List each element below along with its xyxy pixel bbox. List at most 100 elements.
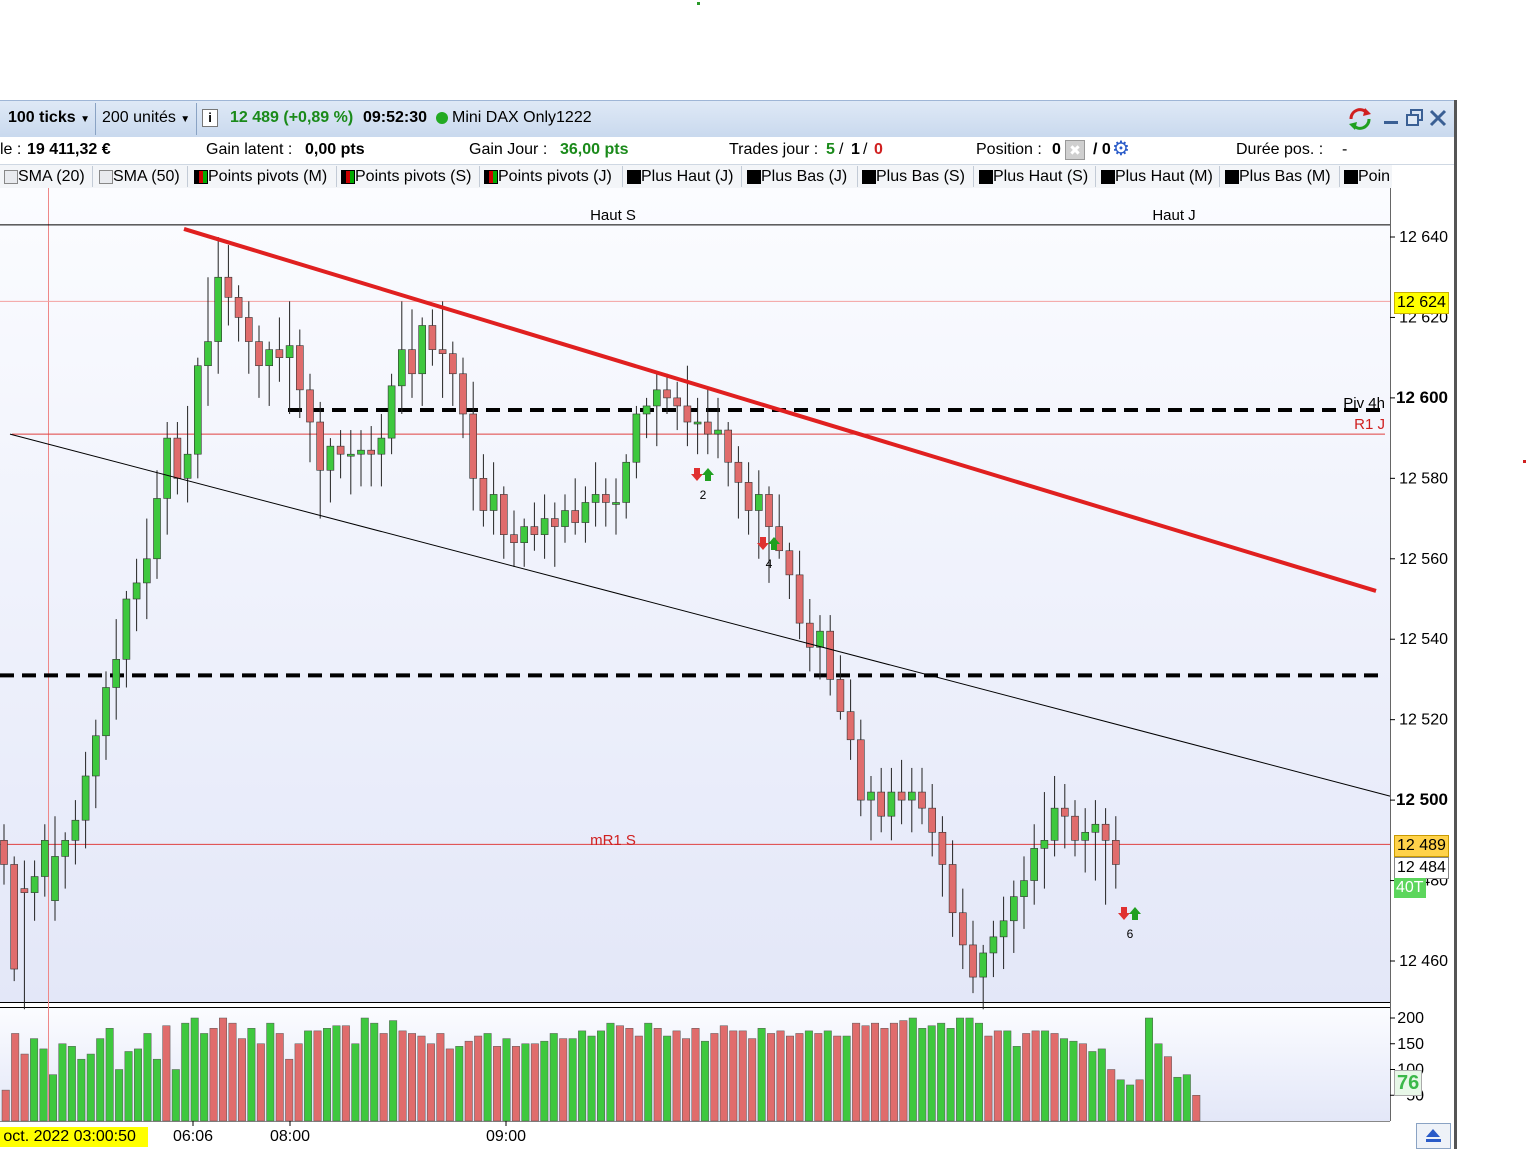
price-axis-label: 12 520 — [1399, 712, 1448, 729]
signal-marker[interactable]: 4 — [757, 537, 780, 571]
info-icon[interactable]: i — [202, 109, 218, 127]
account-info-bar: le : 19 411,32 € Gain latent : 0,00 pts … — [0, 137, 1456, 165]
signal-label: 6 — [1127, 927, 1134, 941]
candle-body-up — [540, 518, 549, 535]
candle-body-down — [856, 739, 865, 801]
candle — [540, 494, 549, 559]
volume-bar — [417, 1035, 426, 1122]
candle-body-up — [652, 389, 661, 407]
volume-bar — [171, 1069, 180, 1122]
close-position-icon[interactable]: ✖ — [1065, 140, 1085, 160]
indicator-label: Plus Bas (S) — [876, 168, 965, 185]
time-axis-label: 08:00 — [270, 1128, 310, 1145]
candle-body-down — [479, 478, 488, 511]
units-select[interactable]: 200 unités ▼ — [98, 105, 194, 131]
scroll-to-end-button[interactable] — [1416, 1123, 1451, 1149]
volume-bar — [200, 1033, 209, 1122]
candle-body-up — [642, 405, 651, 415]
candle-body-down — [173, 437, 182, 479]
volume-bar — [786, 1035, 794, 1122]
volume-bar — [455, 1046, 464, 1122]
close-icon[interactable] — [1429, 109, 1447, 127]
candle — [1030, 824, 1038, 905]
indicator-plus-haut-j[interactable]: Plus Haut (J) — [625, 166, 742, 187]
candle-body-down — [877, 791, 886, 817]
chart-toolbar: 100 ticks ▼ 200 unités ▼ i 12 489 (+0,89… — [0, 100, 1456, 138]
price-axis-label: 12 580 — [1399, 470, 1448, 487]
clock-time: 09:52:30 — [363, 109, 428, 126]
volume-bar — [228, 1022, 237, 1122]
candle-body-up — [591, 494, 600, 503]
volume-bar — [927, 1025, 936, 1122]
volume-bar — [682, 1038, 691, 1122]
candle-body-down — [1112, 840, 1120, 865]
candle-body-down — [306, 389, 314, 423]
indicator-pivots-m[interactable]: Points pivots (M) — [192, 166, 337, 187]
candle — [265, 341, 274, 406]
candle-body-up — [346, 453, 355, 457]
candle-body-up — [581, 502, 590, 523]
volume-bar — [1154, 1043, 1163, 1122]
candle-body-up — [61, 840, 70, 857]
candle-body-down — [336, 445, 345, 455]
signal-marker[interactable]: 6 — [1118, 907, 1141, 941]
candle — [979, 944, 988, 1010]
price-panel-background — [0, 188, 1390, 1002]
refresh-icon[interactable] — [1347, 106, 1373, 132]
gear-icon[interactable]: ⚙ — [1112, 138, 1130, 160]
candle-body-down — [928, 807, 937, 833]
candle — [877, 767, 886, 833]
candle-body-up — [285, 345, 294, 358]
volume-bar — [493, 1046, 502, 1122]
indicator-plus-bas-m[interactable]: Plus Bas (M) — [1223, 166, 1340, 187]
volume-bar — [729, 1030, 738, 1122]
candle-body-down — [826, 630, 835, 680]
volume-bar — [908, 1017, 917, 1122]
candle-body-up — [132, 582, 141, 600]
up-arrow-icon — [1426, 1129, 1441, 1142]
indicator-pivots-s[interactable]: Points pivots (S) — [339, 166, 480, 187]
indicator-pivots-j[interactable]: Points pivots (J) — [482, 166, 623, 187]
volume-bar — [578, 1030, 587, 1122]
candle — [346, 430, 355, 495]
trades-even: 0 — [874, 141, 883, 158]
indicator-label: Points pivots (J) — [498, 168, 612, 185]
ticks-select[interactable]: 100 ticks ▼ — [4, 105, 94, 131]
candle — [642, 397, 651, 439]
candle — [428, 309, 437, 366]
candle-body-down — [10, 864, 18, 970]
candle — [744, 462, 753, 535]
volume-bar — [389, 1020, 398, 1122]
volume-bar — [502, 1038, 511, 1122]
candle-body-down — [1071, 815, 1079, 841]
volume-bar — [511, 1046, 520, 1122]
candle — [897, 759, 906, 825]
volume-bar — [918, 1028, 927, 1122]
indicator-plus-bas-s[interactable]: Plus Bas (S) — [860, 166, 974, 187]
position-orders: / 0 — [1093, 141, 1111, 158]
volume-bar — [956, 1017, 965, 1122]
latent-gain-value: 0,00 pts — [305, 141, 365, 158]
indicator-plus-haut-s[interactable]: Plus Haut (S) — [977, 166, 1096, 187]
volume-bar — [143, 1033, 152, 1122]
indicator-sma50[interactable]: SMA (50) — [97, 166, 188, 187]
candle — [1101, 808, 1110, 905]
minimize-icon[interactable] — [1384, 121, 1398, 124]
signal-marker[interactable]: 2 — [691, 468, 714, 502]
time-axis-label: 09:00 — [486, 1128, 526, 1145]
candle — [397, 301, 406, 414]
indicator-pivots-more[interactable]: Poin — [1342, 166, 1392, 187]
indicator-plus-bas-j[interactable]: Plus Bas (J) — [745, 166, 858, 187]
candle — [20, 860, 29, 1010]
candle — [408, 309, 416, 398]
candle — [0, 824, 8, 885]
restore-icon[interactable] — [1406, 109, 1424, 127]
indicator-plus-haut-m[interactable]: Plus Haut (M) — [1099, 166, 1220, 187]
candle-body-up — [632, 413, 641, 463]
candle-body-up — [520, 526, 529, 543]
candle — [785, 542, 794, 599]
signal-label: 2 — [700, 488, 707, 502]
indicator-sma20[interactable]: SMA (20) — [2, 166, 93, 187]
candle-body-down — [408, 349, 416, 375]
